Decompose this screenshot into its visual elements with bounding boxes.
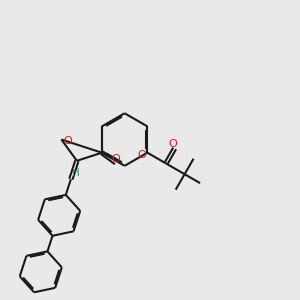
Text: H: H [72, 168, 80, 178]
Text: O: O [169, 139, 178, 149]
Text: O: O [138, 150, 146, 160]
Text: O: O [64, 136, 72, 146]
Text: O: O [112, 154, 120, 164]
